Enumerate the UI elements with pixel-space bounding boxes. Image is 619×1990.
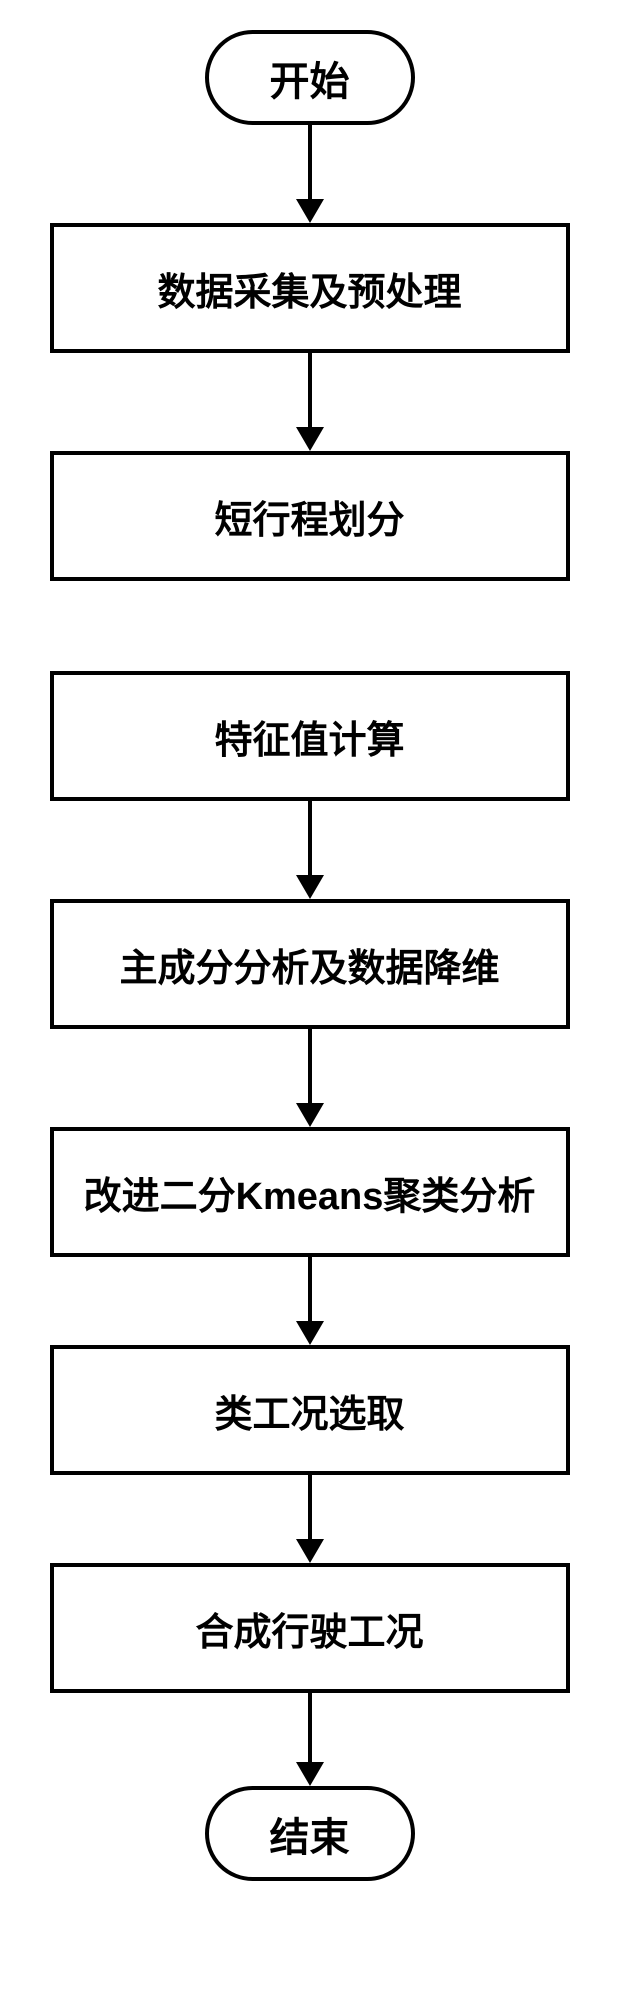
flowchart-container: 开始 数据采集及预处理 短行程划分 特征值计算 主成分分析及数据降维 改进二分K… bbox=[0, 0, 619, 1990]
step6-box: 类工况选取 bbox=[50, 1345, 570, 1475]
step3-box: 特征值计算 bbox=[50, 671, 570, 801]
arrow-line bbox=[308, 801, 312, 876]
arrow-head bbox=[296, 199, 324, 223]
arrow-line bbox=[308, 1257, 312, 1322]
step3-label: 特征值计算 bbox=[214, 709, 404, 764]
arrow-step3-step4 bbox=[0, 801, 619, 899]
step5-label: 改进二分Kmeans聚类分析 bbox=[84, 1165, 536, 1220]
start-label: 开始 bbox=[270, 49, 350, 107]
step5-box: 改进二分Kmeans聚类分析 bbox=[50, 1127, 570, 1257]
arrow-step7-end bbox=[0, 1693, 619, 1786]
end-terminal: 结束 bbox=[205, 1786, 415, 1881]
step6-label: 类工况选取 bbox=[214, 1383, 404, 1438]
arrow-line bbox=[308, 1029, 312, 1104]
end-label: 结束 bbox=[270, 1805, 350, 1863]
arrow-line bbox=[308, 1693, 312, 1763]
arrow-head bbox=[296, 1321, 324, 1345]
arrow-head bbox=[296, 1762, 324, 1786]
arrow-head bbox=[296, 1539, 324, 1563]
step1-box: 数据采集及预处理 bbox=[50, 223, 570, 353]
arrow-line bbox=[308, 125, 312, 200]
step1-label: 数据采集及预处理 bbox=[157, 261, 461, 316]
arrow-head bbox=[296, 1103, 324, 1127]
step4-box: 主成分分析及数据降维 bbox=[50, 899, 570, 1029]
step7-box: 合成行驶工况 bbox=[50, 1563, 570, 1693]
step4-label: 主成分分析及数据降维 bbox=[119, 937, 499, 992]
arrow-step1-step2 bbox=[0, 353, 619, 451]
arrow-head bbox=[296, 875, 324, 899]
arrow-line bbox=[308, 1475, 312, 1540]
start-terminal: 开始 bbox=[205, 30, 415, 125]
step7-label: 合成行驶工况 bbox=[195, 1601, 423, 1656]
arrow-step6-step7 bbox=[0, 1475, 619, 1563]
step2-box: 短行程划分 bbox=[50, 451, 570, 581]
arrow-step5-step6 bbox=[0, 1257, 619, 1345]
arrow-start-step1 bbox=[0, 125, 619, 223]
arrow-line bbox=[308, 353, 312, 428]
arrow-step4-step5 bbox=[0, 1029, 619, 1127]
step2-label: 短行程划分 bbox=[214, 489, 404, 544]
arrow-head bbox=[296, 427, 324, 451]
gap-step2-step3 bbox=[0, 581, 619, 671]
